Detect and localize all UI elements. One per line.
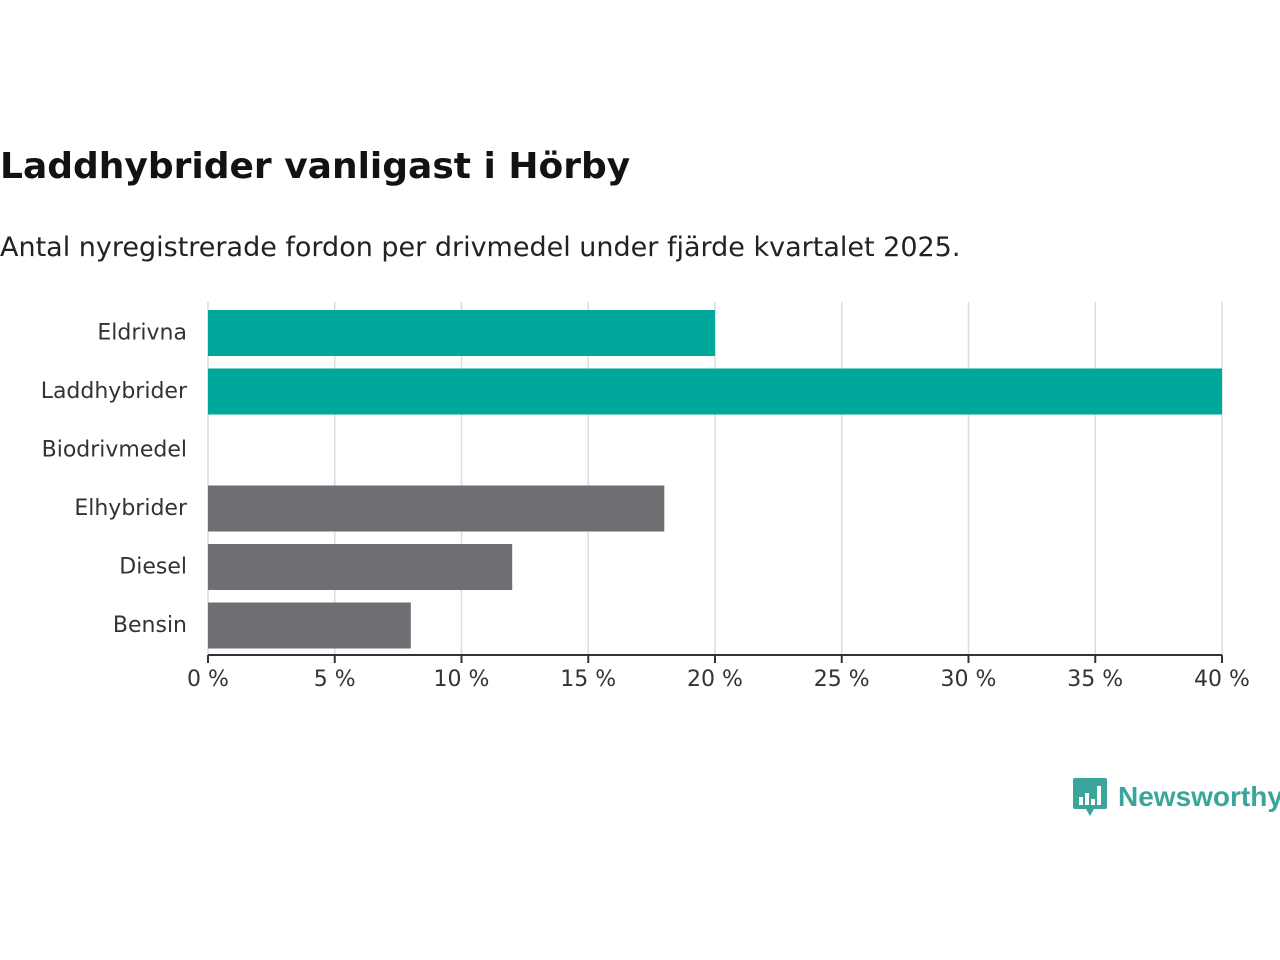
category-label: Eldrivna [97,321,187,346]
x-tick-label: 5 % [314,667,356,692]
x-tick-label: 25 % [814,667,870,692]
category-label: Elhybrider [74,496,188,521]
x-tick-label: 30 % [941,667,997,692]
category-label: Bensin [113,613,187,638]
brand-logo: Newsworthy [1072,776,1280,818]
grid-layer [207,302,1223,655]
bar-bensin [208,602,411,649]
bar-elhybrider [208,485,665,532]
x-tick-label: 20 % [687,667,743,692]
x-tick-label: 10 % [434,667,490,692]
bar-eldrivna [208,310,715,356]
bar-diesel [208,544,513,590]
category-labels: Eldrivna Laddhybrider Biodrivmedel Elhybrid… [41,321,188,639]
chart-title: Laddhybrider vanligast i Hörby [0,146,631,187]
category-label: Biodrivmedel [42,438,187,463]
x-tick-label: 40 % [1194,667,1250,692]
bar-laddhybrider [208,368,1222,415]
x-axis: 0 % 5 % 10 % 15 % 20 % 25 % 30 % 35 % 40 % [187,654,1250,692]
x-tick-label: 0 % [187,667,229,692]
bar-layer [208,310,1222,649]
x-tick-label: 15 % [560,667,616,692]
bar-chart: 0 % 5 % 10 % 15 % 20 % 25 % 30 % 35 % 40 % Eldri… [41,302,1250,692]
chart-subtitle: Antal nyregistrerade fordon per drivmede… [0,232,961,263]
category-label: Diesel [119,555,187,580]
brand-name: Newsworthy [1118,781,1280,812]
bar-chart-speech-bubble-icon [1073,778,1107,816]
category-label: Laddhybrider [41,379,188,404]
x-tick-label: 35 % [1067,667,1123,692]
